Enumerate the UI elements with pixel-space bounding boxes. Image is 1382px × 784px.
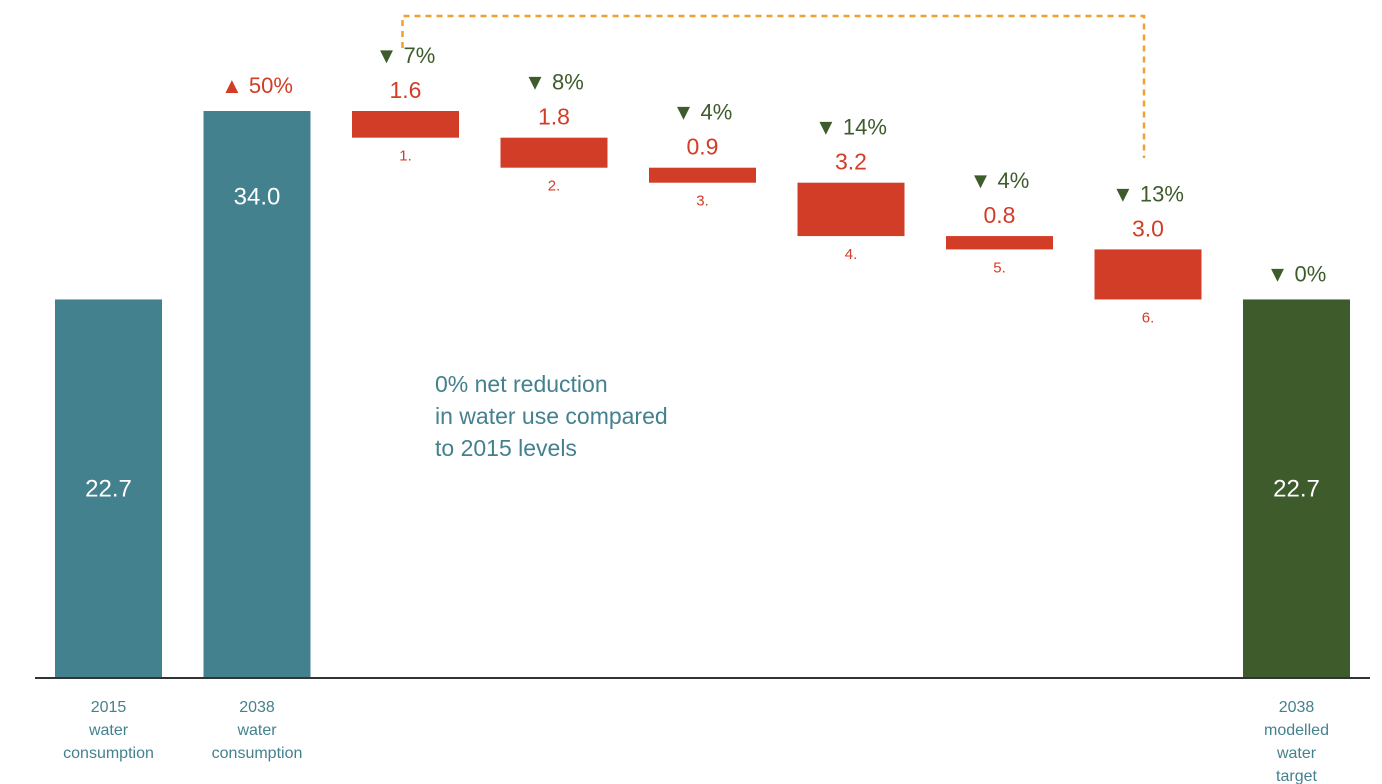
value-label: 3.0 — [1132, 215, 1164, 241]
annotation-text: 0% net reduction in water use compared to … — [435, 371, 668, 461]
bar-3 — [352, 111, 459, 138]
bar-2 — [203, 111, 311, 678]
change-label: ▲ 50% — [221, 73, 293, 98]
change-label: ▼ 13% — [1112, 181, 1184, 206]
value-label: 22.7 — [85, 476, 132, 503]
bar-4 — [500, 137, 608, 168]
value-label: 1.8 — [538, 104, 570, 130]
bar-7 — [946, 236, 1053, 250]
x-category-label: 2015 water consumption — [63, 699, 154, 762]
value-label: 1.6 — [390, 77, 422, 103]
step-label: 4. — [845, 246, 858, 263]
step-label: 6. — [1142, 309, 1155, 326]
bar-1 — [55, 299, 162, 678]
change-label: ▼ 14% — [815, 115, 887, 140]
x-category-label: 2038 modelled water target — [1264, 699, 1329, 784]
bar-9 — [1243, 299, 1350, 678]
change-label: ▼ 7% — [376, 43, 436, 68]
change-label: ▼ 0% — [1267, 261, 1327, 286]
value-label: 22.7 — [1273, 476, 1320, 503]
change-label: ▼ 4% — [970, 168, 1030, 193]
bar-8 — [1094, 249, 1202, 300]
step-label: 2. — [548, 178, 561, 195]
change-label: ▼ 4% — [673, 100, 733, 125]
value-label: 3.2 — [835, 149, 867, 175]
dashed-connector — [401, 14, 1146, 158]
step-label: 3. — [696, 193, 709, 210]
step-label: 1. — [399, 148, 412, 165]
change-label: ▼ 8% — [524, 70, 584, 95]
bar-6 — [797, 182, 905, 237]
step-label: 5. — [993, 259, 1006, 276]
value-label: 0.8 — [984, 202, 1016, 228]
value-label: 0.9 — [687, 134, 719, 160]
x-category-label: 2038 water consumption — [212, 699, 303, 762]
value-label: 34.0 — [234, 183, 281, 210]
bar-5 — [649, 167, 756, 183]
